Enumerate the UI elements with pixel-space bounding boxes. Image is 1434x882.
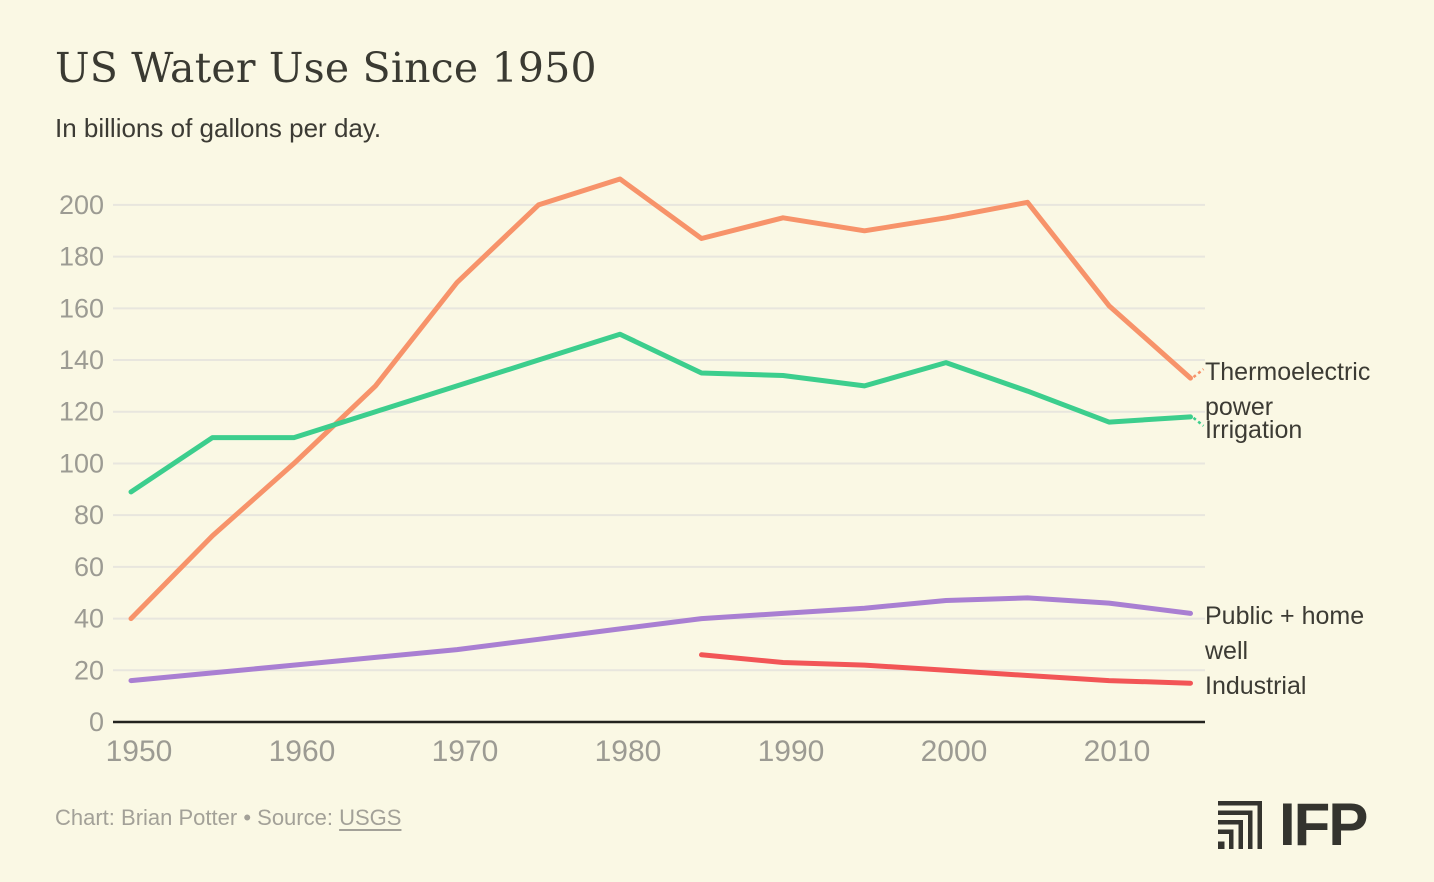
source-prefix: Source:: [257, 805, 333, 830]
label-connector: [1192, 368, 1205, 379]
series-label-thermoelectric-power: Thermoelectric power: [1205, 358, 1371, 421]
y-tick-label: 20: [74, 655, 104, 685]
y-tick-label: 100: [59, 448, 104, 478]
ifp-logo-text: IFP: [1279, 791, 1368, 858]
y-tick-label: 180: [59, 242, 104, 272]
y-tick-label: 60: [74, 552, 104, 582]
series-label-public-home-well: Public + home well: [1205, 602, 1365, 665]
line-thermoelectric-power: [128, 176, 1193, 622]
x-tick-label: 1960: [269, 735, 336, 768]
y-tick-label: 140: [59, 345, 104, 375]
line-irrigation: [128, 331, 1193, 495]
line-industrial: [699, 652, 1193, 686]
y-tick-label: 160: [59, 293, 104, 323]
ifp-logo-mark-icon: [1218, 801, 1262, 849]
attribution: Chart: Brian Potter • Source: USGS: [55, 805, 401, 831]
y-tick-label: 80: [74, 500, 104, 530]
ifp-logo: IFP: [1218, 791, 1368, 858]
page-subtitle: In billions of gallons per day.: [55, 113, 382, 143]
line-public-home-well: [128, 595, 1193, 684]
y-tick-label: 120: [59, 397, 104, 427]
chart-credit: Chart: Brian Potter: [55, 805, 238, 830]
x-tick-label: 1990: [758, 735, 825, 768]
page-title: US Water Use Since 1950: [55, 44, 597, 92]
x-tick-label: 2010: [1084, 735, 1151, 768]
credit-separator: •: [243, 805, 252, 830]
x-tick-label: 1950: [106, 735, 173, 768]
label-connector: [1192, 416, 1205, 427]
y-tick-label: 0: [89, 707, 104, 737]
x-tick-label: 1980: [595, 735, 662, 768]
y-tick-label: 200: [59, 190, 104, 220]
y-tick-label: 40: [74, 604, 104, 634]
x-tick-label: 2000: [921, 735, 988, 768]
series-label-industrial: Industrial: [1205, 672, 1307, 700]
series-label-irrigation: Irrigation: [1205, 416, 1303, 444]
source-link[interactable]: USGS: [339, 805, 402, 830]
x-tick-label: 1970: [432, 735, 499, 768]
